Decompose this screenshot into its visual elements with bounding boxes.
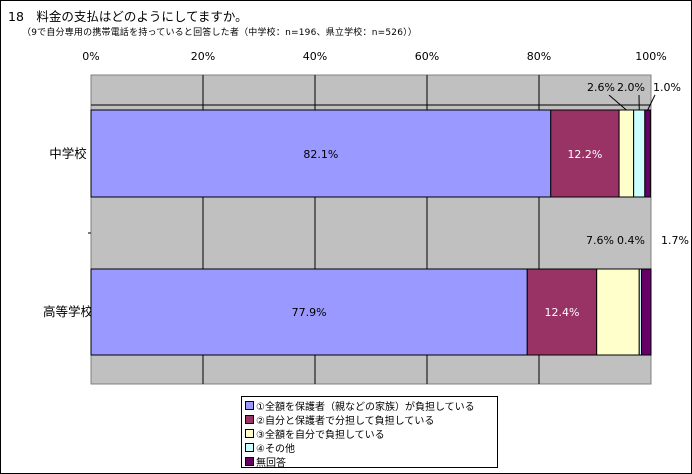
legend: ①全額を保護者（親などの家族）が負担している ②自分と保護者で分担して負担している… bbox=[241, 396, 498, 469]
data-label: 0.4% bbox=[617, 234, 645, 247]
x-tick-label: 100% bbox=[635, 50, 666, 63]
bar-segment bbox=[90, 109, 552, 198]
data-label: 82.1% bbox=[303, 148, 338, 161]
legend-item: ①全額を保護者（親などの家族）が負担している bbox=[245, 398, 497, 413]
legend-swatch bbox=[245, 428, 254, 438]
bar-segment bbox=[644, 109, 651, 198]
legend-item: ③全額を自分で負担している bbox=[245, 426, 497, 441]
chart-title: 18 料金の支払はどのようにしてますか。 bbox=[8, 9, 248, 24]
legend-swatch bbox=[245, 400, 254, 410]
x-tick-label: 60% bbox=[415, 50, 439, 63]
x-tick-label: 40% bbox=[303, 50, 327, 63]
bar-segment bbox=[526, 268, 598, 356]
legend-swatch bbox=[245, 414, 254, 424]
bar-segment bbox=[633, 109, 646, 198]
bar-segment bbox=[618, 109, 635, 198]
leader-line bbox=[647, 94, 656, 111]
bar-segment bbox=[596, 268, 640, 356]
leader-line bbox=[608, 94, 627, 111]
chart-subtitle: （9で自分専用の携帯電話を持っていると回答した者（中学校：n=196、県立学校：… bbox=[22, 28, 418, 38]
category-label-junior-high: 中学校 bbox=[49, 146, 87, 161]
legend-label: ③全額を自分で負担している bbox=[256, 429, 385, 441]
legend-label: ④その他 bbox=[256, 443, 295, 455]
legend-label: ①全額を保護者（親などの家族）が負担している bbox=[256, 401, 475, 413]
legend-swatch bbox=[245, 456, 254, 466]
bar-segment bbox=[640, 268, 652, 356]
data-label: 12.2% bbox=[567, 148, 602, 161]
bar-segment bbox=[550, 109, 620, 198]
data-label: 2.6% bbox=[587, 81, 615, 94]
legend-item: 無回答 bbox=[245, 454, 497, 469]
data-label: 77.9% bbox=[292, 306, 327, 319]
data-label: 1.7% bbox=[661, 234, 689, 247]
x-tick-label: 80% bbox=[527, 50, 551, 63]
data-label: 7.6% bbox=[586, 234, 614, 247]
legend-label: ②自分と保護者で分担して負担している bbox=[256, 415, 435, 427]
bar-segment bbox=[90, 268, 528, 356]
category-label-high-school: 高等学校 bbox=[43, 304, 94, 319]
x-tick-label: 20% bbox=[191, 50, 215, 63]
legend-swatch bbox=[245, 442, 254, 452]
x-tick-label: 0% bbox=[82, 50, 99, 63]
legend-item: ②自分と保護者で分担して負担している bbox=[245, 412, 497, 427]
legend-item: ④その他 bbox=[245, 440, 497, 455]
legend-label: 無回答 bbox=[256, 457, 286, 469]
data-label: 12.4% bbox=[544, 306, 579, 319]
data-label: 2.0% bbox=[617, 81, 645, 94]
data-label: 1.0% bbox=[653, 81, 681, 94]
